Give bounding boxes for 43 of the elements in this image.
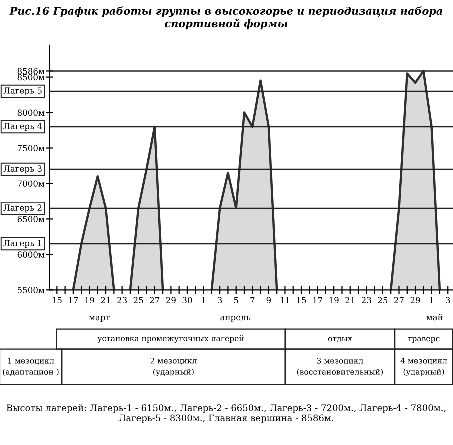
x-tick-label: 3: [218, 297, 222, 304]
x-tick-label: 1: [430, 297, 434, 304]
text: май: [426, 314, 443, 321]
x-tick-label: 21: [101, 297, 110, 304]
x-tick-label: 7: [250, 297, 255, 304]
x-tick-label: 27: [150, 297, 160, 304]
text: март: [89, 316, 110, 322]
y-tick-label: 7000м: [18, 180, 45, 188]
x-tick-label: 15: [52, 297, 62, 304]
x-tick-label: 29: [166, 297, 176, 304]
text: Высоты лагерей: Лагерь-1 - 6150м., Лагерь-2 - 6650м., Лагерь-3 - 7200м., Лагерь-4 - 7800м., Лагерь-5 - 8300м., Главная вершина - 8586м.: [6, 404, 446, 424]
y-tick-label: 8000м: [18, 110, 45, 116]
text: апрель: [220, 316, 251, 322]
x-tick-label: 17: [314, 297, 322, 304]
ref-line-label: Лагерь 1: [4, 240, 42, 248]
ref-line-label: Лагерь 2: [4, 204, 42, 213]
x-tick-label: 5: [234, 297, 238, 304]
x-tick-label: 25: [134, 297, 144, 304]
ref-line-label: Лагерь 5: [4, 88, 42, 96]
x-tick-label: 23: [118, 297, 128, 304]
x-tick-label: 21: [346, 297, 354, 304]
y-tick-label: 6500м: [18, 216, 45, 222]
x-tick-label: 27: [394, 297, 404, 304]
y-tick-label: 6000м: [18, 252, 45, 258]
ref-line-label: Лагерь 4: [4, 123, 42, 132]
y-tick-label: 8586м: [18, 68, 45, 74]
y-tick-label: 5500м: [18, 287, 45, 294]
x-tick-label: 9: [266, 297, 272, 304]
x-tick-label: 15: [297, 297, 306, 304]
x-tick-label: 1: [202, 297, 206, 304]
x-tick-label: 25: [378, 297, 388, 304]
y-tick-label: 7500м: [18, 145, 45, 152]
x-tick-label: 29: [410, 297, 420, 304]
chart-title: Рис.16 График работы группы в высокогорье и периодизация набора спортивной формы: [10, 6, 442, 30]
x-tick-label: 11: [280, 297, 290, 304]
x-tick-label: 3: [446, 297, 450, 304]
x-tick-label: 19: [330, 297, 339, 304]
y-tick-label: 8500м: [18, 74, 45, 81]
ref-line-label: Лагерь 3: [4, 166, 42, 174]
x-tick-label: 23: [362, 297, 372, 304]
x-tick-label: 17: [69, 297, 78, 304]
x-tick-label: 30: [182, 297, 192, 304]
x-tick-label: 19: [85, 297, 94, 304]
